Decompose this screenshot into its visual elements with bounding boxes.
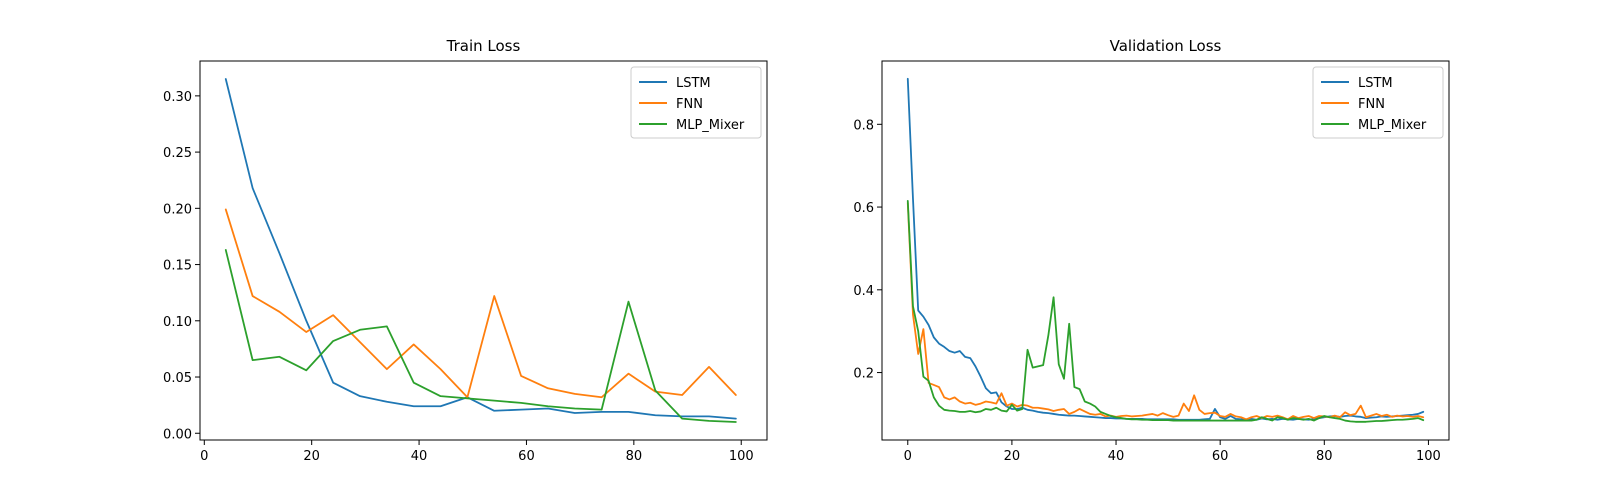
- x-tick-label: 20: [303, 449, 320, 464]
- series-line-lstm: [224, 78, 737, 420]
- axes-frame: [199, 60, 768, 441]
- legend-box: [1312, 66, 1444, 139]
- y-tick-label: 0.2: [853, 367, 874, 382]
- x-tick-label: 80: [1316, 449, 1333, 464]
- series-line-mlp-mixer: [906, 199, 1425, 423]
- legend-label: FNN: [1358, 97, 1385, 112]
- legend-label: LSTM: [676, 76, 711, 91]
- y-tick-label: 0.10: [163, 315, 192, 330]
- x-tick-label: 100: [1416, 449, 1441, 464]
- axes-frame: [881, 60, 1450, 441]
- y-tick-label: 0.20: [163, 202, 192, 217]
- chart-title: Train Loss: [446, 37, 521, 55]
- y-tick-label: 0.8: [853, 118, 874, 133]
- train-loss-panel: Train Loss 0 20 40 60 80 100 0.00 0.05 0.10 0.15 0.…: [163, 37, 768, 464]
- series-line-fnn: [224, 208, 737, 399]
- x-tick-label: 60: [1212, 449, 1229, 464]
- x-tick-label: 20: [1004, 449, 1021, 464]
- y-tick-label: 0.25: [163, 146, 192, 161]
- x-tick-label: 40: [1108, 449, 1125, 464]
- y-tick-label: 0.05: [163, 371, 192, 386]
- legend-label: MLP_Mixer: [1358, 118, 1427, 133]
- x-tick-label: 100: [729, 449, 754, 464]
- legend-box: [630, 66, 762, 139]
- legend-label: MLP_Mixer: [676, 118, 745, 133]
- legend: LSTM FNN MLP_Mixer: [1312, 66, 1444, 139]
- legend: LSTM FNN MLP_Mixer: [630, 66, 762, 139]
- series-line-fnn: [906, 202, 1425, 421]
- y-tick-label: 0.30: [163, 90, 192, 105]
- x-tick-label: 0: [200, 449, 208, 464]
- chart-title: Validation Loss: [1110, 37, 1222, 55]
- x-tick-label: 40: [411, 449, 428, 464]
- x-tick-label: 0: [904, 449, 912, 464]
- validation-loss-panel: Validation Loss 0 20 40 60 80 100 0.2 0.4 0.6 0.8 L…: [853, 37, 1450, 464]
- y-tick-label: 0.4: [853, 284, 874, 299]
- x-tick-label: 60: [518, 449, 535, 464]
- legend-label: LSTM: [1358, 76, 1393, 91]
- y-tick-label: 0.6: [853, 201, 874, 216]
- series-line-mlp-mixer: [224, 249, 737, 423]
- legend-label: FNN: [676, 97, 703, 112]
- y-tick-label: 0.15: [163, 259, 192, 274]
- x-tick-label: 80: [626, 449, 643, 464]
- y-tick-label: 0.00: [163, 427, 192, 442]
